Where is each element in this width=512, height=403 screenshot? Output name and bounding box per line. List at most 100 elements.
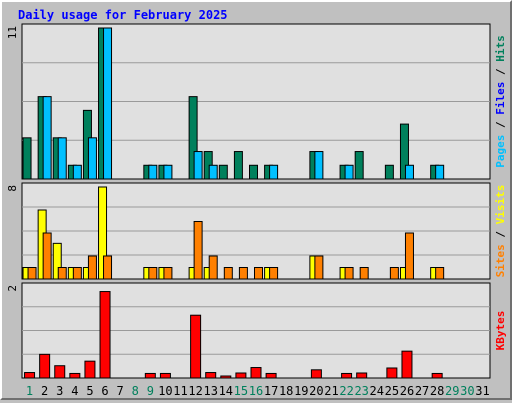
bar-files-day-10 bbox=[163, 164, 173, 180]
bar-hits-day-25 bbox=[384, 164, 394, 180]
x-tick-label-day-21: 21 bbox=[324, 384, 338, 398]
bar-sites-day-3 bbox=[57, 267, 67, 280]
bars-panel-1 bbox=[22, 186, 445, 280]
label-part: Pages bbox=[494, 135, 507, 168]
y-scale-label: 11 bbox=[6, 26, 19, 39]
x-tick-label-day-16: 16 bbox=[249, 384, 263, 398]
bars-panel-0 bbox=[22, 27, 445, 180]
x-tick-label-day-4: 4 bbox=[71, 384, 78, 398]
bar-sites-day-14 bbox=[223, 267, 233, 280]
panel-series-label: Pages / Files / Hits bbox=[494, 35, 507, 168]
bar-files-day-5 bbox=[87, 137, 97, 180]
bar-kbytes-day-20 bbox=[310, 369, 322, 379]
x-tick-label-day-12: 12 bbox=[188, 384, 202, 398]
bar-kbytes-day-26 bbox=[401, 350, 413, 379]
bar-hits-day-1 bbox=[22, 137, 32, 180]
bar-kbytes-day-9 bbox=[144, 372, 156, 379]
bar-files-day-17 bbox=[269, 164, 279, 180]
x-tick-label-day-30: 30 bbox=[460, 384, 474, 398]
label-part: / bbox=[494, 62, 507, 82]
panel-series-label: KBytes bbox=[494, 311, 507, 351]
bar-sites-day-17 bbox=[269, 267, 279, 280]
bar-sites-day-25 bbox=[389, 267, 399, 280]
x-tick-label-day-3: 3 bbox=[56, 384, 63, 398]
label-part: Sites bbox=[494, 244, 507, 277]
bar-kbytes-day-22 bbox=[341, 372, 353, 379]
bar-hits-day-12 bbox=[188, 96, 198, 180]
bar-kbytes-day-23 bbox=[356, 372, 368, 379]
x-tick-label-day-22: 22 bbox=[339, 384, 353, 398]
x-tick-label-day-5: 5 bbox=[86, 384, 93, 398]
bar-sites-day-12 bbox=[193, 221, 203, 280]
bar-files-day-28 bbox=[435, 164, 445, 180]
x-tick-label-day-20: 20 bbox=[309, 384, 323, 398]
x-tick-label-day-27: 27 bbox=[415, 384, 429, 398]
y-scale-label: 2 bbox=[6, 285, 19, 292]
x-tick-label-day-19: 19 bbox=[294, 384, 308, 398]
bar-kbytes-day-3 bbox=[54, 365, 66, 379]
bar-sites-day-22 bbox=[344, 267, 354, 280]
bar-files-day-4 bbox=[72, 164, 82, 180]
label-part: KBytes bbox=[494, 311, 507, 351]
bar-sites-day-4 bbox=[72, 267, 82, 280]
label-part: / bbox=[494, 115, 507, 135]
day-labels: 1 2 3 4 5 6 7 8 9 10 11 12 13 14 15 16 17 18 19 20 21 22 23 24 2… bbox=[26, 384, 490, 398]
x-tick-label-day-11: 11 bbox=[173, 384, 187, 398]
panels-layer: 11 Pages / Files / Hits 8 Sites / Visits 2 KB… bbox=[6, 23, 507, 379]
bar-sites-day-23 bbox=[359, 267, 369, 280]
label-part: Visits bbox=[494, 185, 507, 225]
bar-sites-day-1 bbox=[27, 267, 37, 280]
bar-files-day-12 bbox=[193, 151, 203, 180]
x-tick-label-day-14: 14 bbox=[219, 384, 233, 398]
x-tick-label-day-7: 7 bbox=[117, 384, 124, 398]
bar-visits-day-6 bbox=[98, 186, 108, 280]
bar-kbytes-day-10 bbox=[159, 372, 171, 379]
bar-files-day-26 bbox=[404, 164, 414, 180]
x-tick-label-day-18: 18 bbox=[279, 384, 293, 398]
bar-files-day-13 bbox=[208, 164, 218, 180]
bar-files-day-20 bbox=[314, 151, 324, 180]
bar-sites-day-16 bbox=[254, 267, 263, 280]
x-tick-label-day-28: 28 bbox=[430, 384, 444, 398]
x-tick-label-day-13: 13 bbox=[203, 384, 217, 398]
x-tick-label-day-1: 1 bbox=[26, 384, 33, 398]
bar-hits-day-15 bbox=[233, 151, 243, 180]
bar-kbytes-day-14 bbox=[220, 375, 232, 379]
bar-hits-day-14 bbox=[218, 164, 228, 180]
x-tick-label-day-17: 17 bbox=[264, 384, 278, 398]
x-tick-label-day-26: 26 bbox=[400, 384, 414, 398]
bar-files-day-22 bbox=[344, 164, 354, 180]
label-part: Files bbox=[494, 82, 507, 115]
bar-sites-day-20 bbox=[314, 255, 324, 280]
bar-sites-day-9 bbox=[148, 267, 158, 280]
label-part: / bbox=[494, 224, 507, 244]
bar-files-day-9 bbox=[148, 164, 158, 180]
x-tick-label-day-31: 31 bbox=[475, 384, 489, 398]
bar-sites-day-13 bbox=[208, 255, 218, 280]
y-scale-label: 8 bbox=[6, 185, 19, 192]
x-tick-label-day-8: 8 bbox=[132, 384, 139, 398]
bar-files-day-2 bbox=[42, 96, 52, 180]
bar-hits-day-23 bbox=[354, 151, 364, 180]
panel-hits-files-pages: 11 Pages / Files / Hits bbox=[6, 23, 507, 180]
x-tick-label-day-9: 9 bbox=[147, 384, 154, 398]
bar-sites-day-6 bbox=[103, 255, 113, 280]
bar-kbytes-day-13 bbox=[205, 372, 217, 379]
bar-sites-day-28 bbox=[435, 267, 445, 280]
bar-sites-day-15 bbox=[238, 267, 248, 280]
bar-kbytes-day-25 bbox=[386, 367, 398, 379]
bar-kbytes-day-17 bbox=[265, 372, 277, 379]
panel-visits-sites: 8 Sites / Visits bbox=[6, 182, 507, 280]
bar-sites-day-26 bbox=[404, 232, 414, 280]
bar-sites-day-10 bbox=[163, 267, 173, 280]
bar-kbytes-day-16 bbox=[250, 367, 262, 379]
x-tick-label-day-2: 2 bbox=[41, 384, 48, 398]
bar-sites-day-5 bbox=[87, 255, 97, 280]
bar-sites-day-2 bbox=[42, 232, 52, 280]
panel-kbytes: 2 KBytes bbox=[6, 282, 507, 379]
panel-series-label: Sites / Visits bbox=[494, 185, 507, 278]
x-tick-label-day-15: 15 bbox=[234, 384, 248, 398]
x-tick-label-day-25: 25 bbox=[385, 384, 399, 398]
bar-files-day-6 bbox=[103, 27, 113, 180]
